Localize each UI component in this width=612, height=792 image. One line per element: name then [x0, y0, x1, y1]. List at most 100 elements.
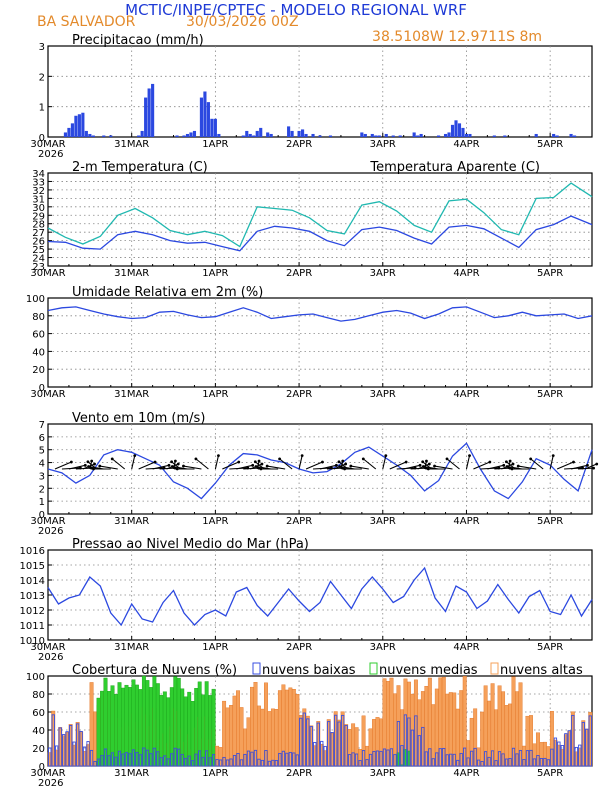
cloud-bar-low — [487, 756, 491, 767]
x-year-label: 2026 — [38, 778, 63, 789]
series-line-1 — [47, 442, 593, 500]
y-tick-label: 25 — [32, 245, 45, 256]
wind-arrow — [362, 458, 377, 470]
wind-arrow-head — [175, 467, 179, 471]
cloud-bar-high — [260, 708, 265, 767]
cloud-bar-low — [110, 752, 115, 767]
wind-arrow — [350, 465, 369, 470]
cloud-bar-low — [121, 753, 125, 767]
precip-bar — [137, 135, 141, 137]
cloud-bar-low — [292, 752, 296, 767]
precip-bar — [206, 102, 210, 137]
wind-arrow-head — [421, 460, 425, 464]
x-tick-label: 4APR — [453, 268, 479, 279]
x-tick-label: 3APR — [370, 516, 396, 527]
precip-bar — [443, 133, 448, 137]
wind-arrow-head — [404, 460, 408, 464]
precip-bar — [255, 130, 259, 137]
cloud-bar-low — [494, 760, 498, 767]
cloud-bar-low — [68, 725, 73, 767]
precip-bar — [503, 135, 507, 137]
wind-arrow-head — [86, 460, 90, 464]
y-tick-label: 60 — [32, 708, 45, 719]
cloud-bar-low — [550, 748, 554, 767]
x-tick-label: 5APR — [537, 139, 563, 150]
precip-bar — [199, 97, 204, 137]
wind-arrow-head — [93, 462, 96, 466]
cloud-bar-low — [424, 751, 429, 767]
y-tick-label: 60 — [32, 330, 45, 341]
y-tick-label: 1015 — [20, 561, 45, 572]
y-tick-label: 2 — [39, 72, 45, 83]
precip-bar — [210, 118, 214, 137]
cloud-bar-low — [232, 755, 237, 767]
x-tick-label: 1APR — [202, 768, 228, 779]
cloud-bar-high — [508, 703, 512, 767]
cloud-bar-low — [518, 750, 523, 767]
wind-arrow-head — [334, 463, 338, 467]
panel-title: Vento em 10m (m/s) — [72, 411, 205, 426]
series-line-2 — [47, 182, 593, 248]
x-year-label: 2026 — [38, 526, 63, 537]
x-tick-label: 3APR — [370, 268, 396, 279]
y-tick-label: 80 — [32, 312, 45, 323]
cloud-bar-low — [302, 712, 306, 767]
wind-arrow — [584, 463, 597, 470]
cloud-bar-high — [455, 708, 460, 767]
cloud-bar-low — [379, 750, 383, 767]
wind-arrow-head — [511, 462, 515, 466]
cloud-bar-low — [250, 751, 254, 767]
cloud-bar-mid — [183, 696, 188, 767]
cloud-bar-low — [48, 747, 52, 767]
cloud-bar-low — [414, 715, 418, 767]
y-tick-label: 34 — [32, 169, 45, 180]
cloud-bar-low — [564, 733, 568, 767]
y-tick-label: 23 — [32, 262, 45, 273]
wind-arrow-head — [260, 462, 264, 466]
wind-arrow — [382, 455, 387, 470]
cloud-bar-low — [354, 753, 359, 767]
x-tick-label: 4APR — [453, 768, 479, 779]
precip-bar — [552, 133, 556, 137]
legend-label-2: nuvens medias — [379, 663, 478, 678]
cloud-bar-low — [89, 749, 94, 767]
cloud-bar-low — [152, 747, 157, 767]
wind-arrow-head — [468, 454, 471, 458]
panel-5: 30MAR 31MAR 1APR 2APR 3APR 4APR 5APR 2026 1010 10… — [20, 537, 593, 663]
cloud-bar-low — [389, 748, 394, 767]
precip-bar — [492, 135, 496, 137]
precip-bar — [67, 127, 71, 137]
cloud-bar-low — [553, 737, 558, 767]
y-tick-label: 40 — [32, 726, 45, 737]
cloud-bar-low — [456, 759, 460, 767]
precip-bar — [70, 123, 74, 137]
wind-arrow-head — [516, 464, 520, 468]
cloud-bar-low — [72, 741, 76, 767]
cloud-bar-low — [177, 748, 181, 767]
cloud-bar-low — [539, 758, 544, 767]
cloud-bar-low — [170, 753, 174, 767]
cloud-bar-low — [82, 746, 87, 767]
cloud-bar-low — [511, 747, 516, 767]
cloud-bar-low — [330, 732, 334, 767]
precip-bar — [203, 91, 207, 137]
cloud-bar-low — [372, 751, 376, 767]
cloud-bar-mid — [162, 691, 167, 767]
cloud-bar-low — [442, 747, 446, 767]
wind-arrow-head — [505, 465, 509, 468]
wind-arrow — [319, 464, 337, 470]
cloud-bar-low — [58, 727, 62, 767]
cloud-bar-high — [274, 709, 279, 767]
cloud-bar-low — [173, 747, 177, 767]
cloud-bar-low — [358, 760, 362, 767]
precip-bar — [374, 135, 378, 137]
precip-bar — [363, 133, 367, 137]
cloud-bar-low — [128, 753, 132, 767]
x-tick-label: 2APR — [286, 389, 312, 400]
wind-arrow — [389, 461, 407, 470]
wind-arrow-head — [170, 465, 174, 468]
cloud-bar-low — [532, 758, 537, 767]
cloud-bar-low — [428, 748, 432, 767]
wind-arrow-head — [337, 460, 341, 464]
